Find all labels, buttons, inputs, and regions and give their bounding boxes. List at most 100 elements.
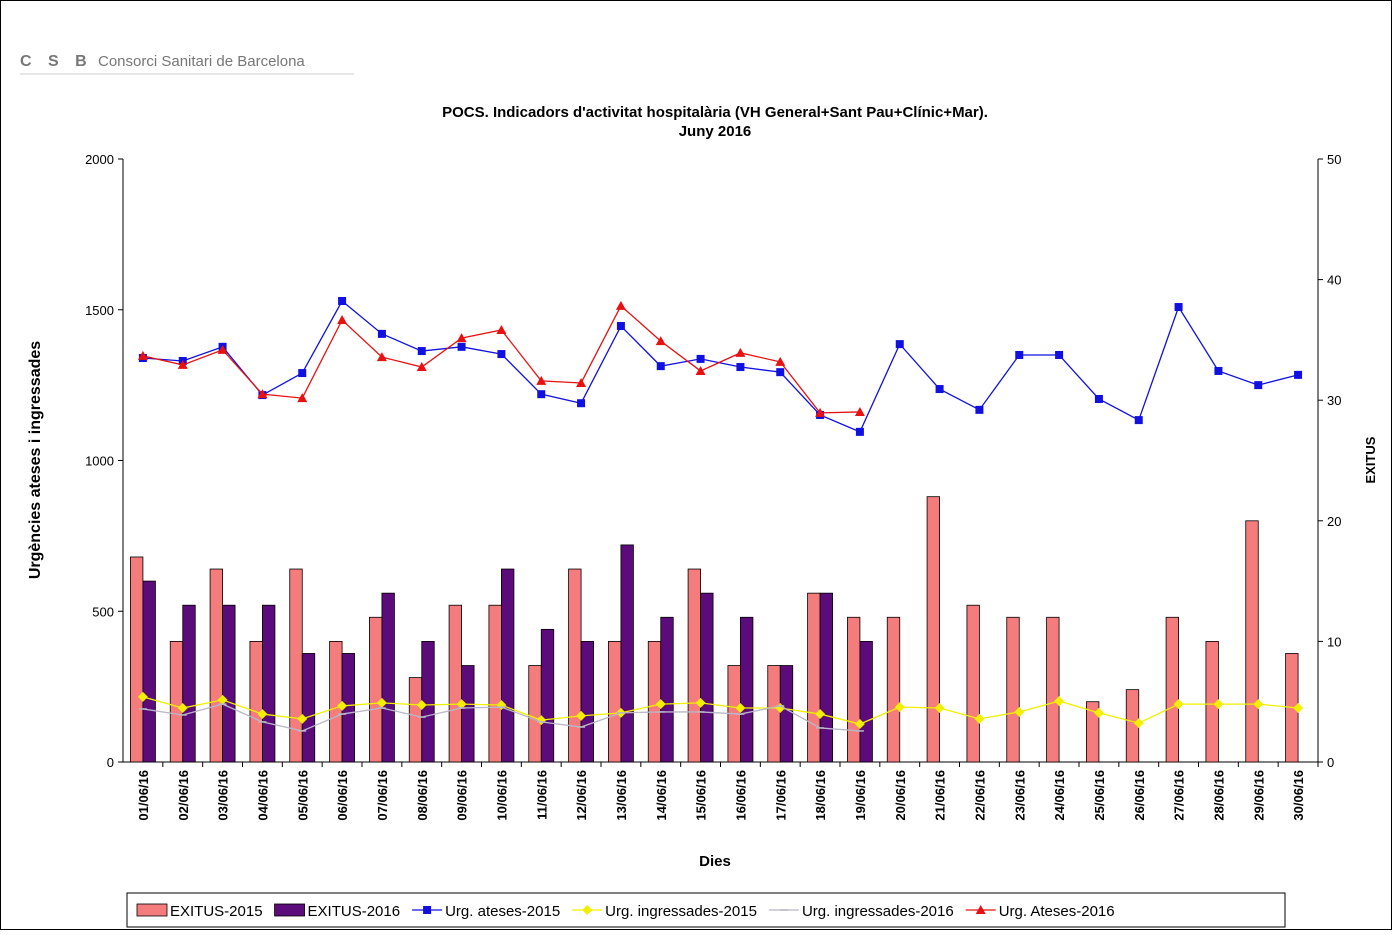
bar [130,556,144,763]
marker [776,368,785,377]
x-tick-label: 08/06/16 [415,770,430,821]
bar [1165,616,1179,763]
bar [461,665,475,763]
marker [615,300,626,310]
x-tick-label: 26/06/16 [1132,770,1147,821]
bar [182,604,196,763]
bar [501,568,515,763]
x-tick-label: 02/06/16 [176,770,191,821]
x-tick-label: 22/06/16 [972,770,987,821]
x-tick-label: 28/06/16 [1211,770,1226,821]
legend-swatch [136,903,168,917]
y2-tick-label: 10 [1327,634,1341,649]
marker [854,406,865,416]
marker [536,375,547,385]
x-tick-label: 05/06/16 [295,770,310,821]
x-tick-label: 14/06/16 [654,770,669,821]
bar [608,641,622,763]
logo-mark: C S B [20,53,93,70]
marker [934,703,945,714]
marker [974,713,985,724]
legend [126,892,1286,928]
bar [620,544,634,763]
x-tick-label: 13/06/16 [614,770,629,821]
marker [935,385,944,394]
legend-label: Urg. ingressades-2016 [802,903,954,920]
bar [540,628,555,763]
marker [855,427,864,436]
x-tick-label: 15/06/16 [694,770,709,821]
x-tick-label: 20/06/16 [893,770,908,821]
bar [528,665,542,763]
y-tick-label: 1000 [85,454,114,469]
marker [895,340,904,349]
legend-label: EXITUS-2015 [170,903,263,920]
bar [859,641,873,763]
marker [735,703,746,714]
bar [421,641,435,763]
line [142,696,1299,725]
bar [807,592,821,763]
marker [1213,699,1224,710]
bar [301,653,316,763]
x-tick-label: 21/06/16 [933,770,948,821]
marker [177,359,188,369]
x-tick-label: 29/06/16 [1251,770,1266,821]
bar [568,568,582,763]
bar [448,604,462,763]
bar [488,604,502,763]
marker [297,393,308,403]
bar [329,641,343,763]
bar [262,604,276,763]
logo-name: Consorci Sanitari de Barcelona [98,53,305,70]
bar [847,616,861,763]
marker [297,713,308,724]
bar [1006,616,1020,763]
bar [660,616,674,763]
x-tick-label: 10/06/16 [494,770,509,821]
marker [217,694,228,705]
y-tick-label: 2000 [85,152,114,167]
marker [1093,707,1104,718]
bar [1245,520,1259,763]
marker [456,333,467,343]
marker [177,703,188,714]
marker [257,389,268,399]
marker [416,700,427,711]
marker [1293,703,1304,714]
bar [408,677,423,763]
y2-tick-label: 40 [1327,273,1341,288]
marker [1134,416,1143,425]
marker [696,354,705,363]
marker [457,342,466,351]
bar [1046,616,1060,763]
bar [209,568,223,763]
bar [740,616,754,763]
marker [497,350,506,359]
marker [537,390,546,399]
legend-label: Urg. ingressades-2015 [605,903,757,920]
bar [779,665,794,763]
bar [381,592,395,763]
marker [377,329,386,338]
x-tick-label: 25/06/16 [1092,770,1107,821]
marker [815,407,826,417]
x-tick-label: 07/06/16 [375,770,390,821]
y-tick-label: 0 [107,755,114,770]
y2-tick-label: 30 [1327,393,1341,408]
marker [735,347,746,357]
marker [376,352,387,362]
x-tick-label: 09/06/16 [455,770,470,821]
x-tick-label: 24/06/16 [1052,770,1067,821]
x-tick-label: 06/06/16 [335,770,350,821]
bar [369,616,383,763]
y-tick-label: 1500 [85,303,114,318]
legend-label: Urg. ateses-2015 [445,903,560,920]
x-tick-label: 30/06/16 [1291,770,1306,821]
marker [577,399,586,408]
bar [886,616,901,763]
marker [337,315,348,325]
x-tick-label: 16/06/16 [733,770,748,821]
marker [815,709,826,720]
